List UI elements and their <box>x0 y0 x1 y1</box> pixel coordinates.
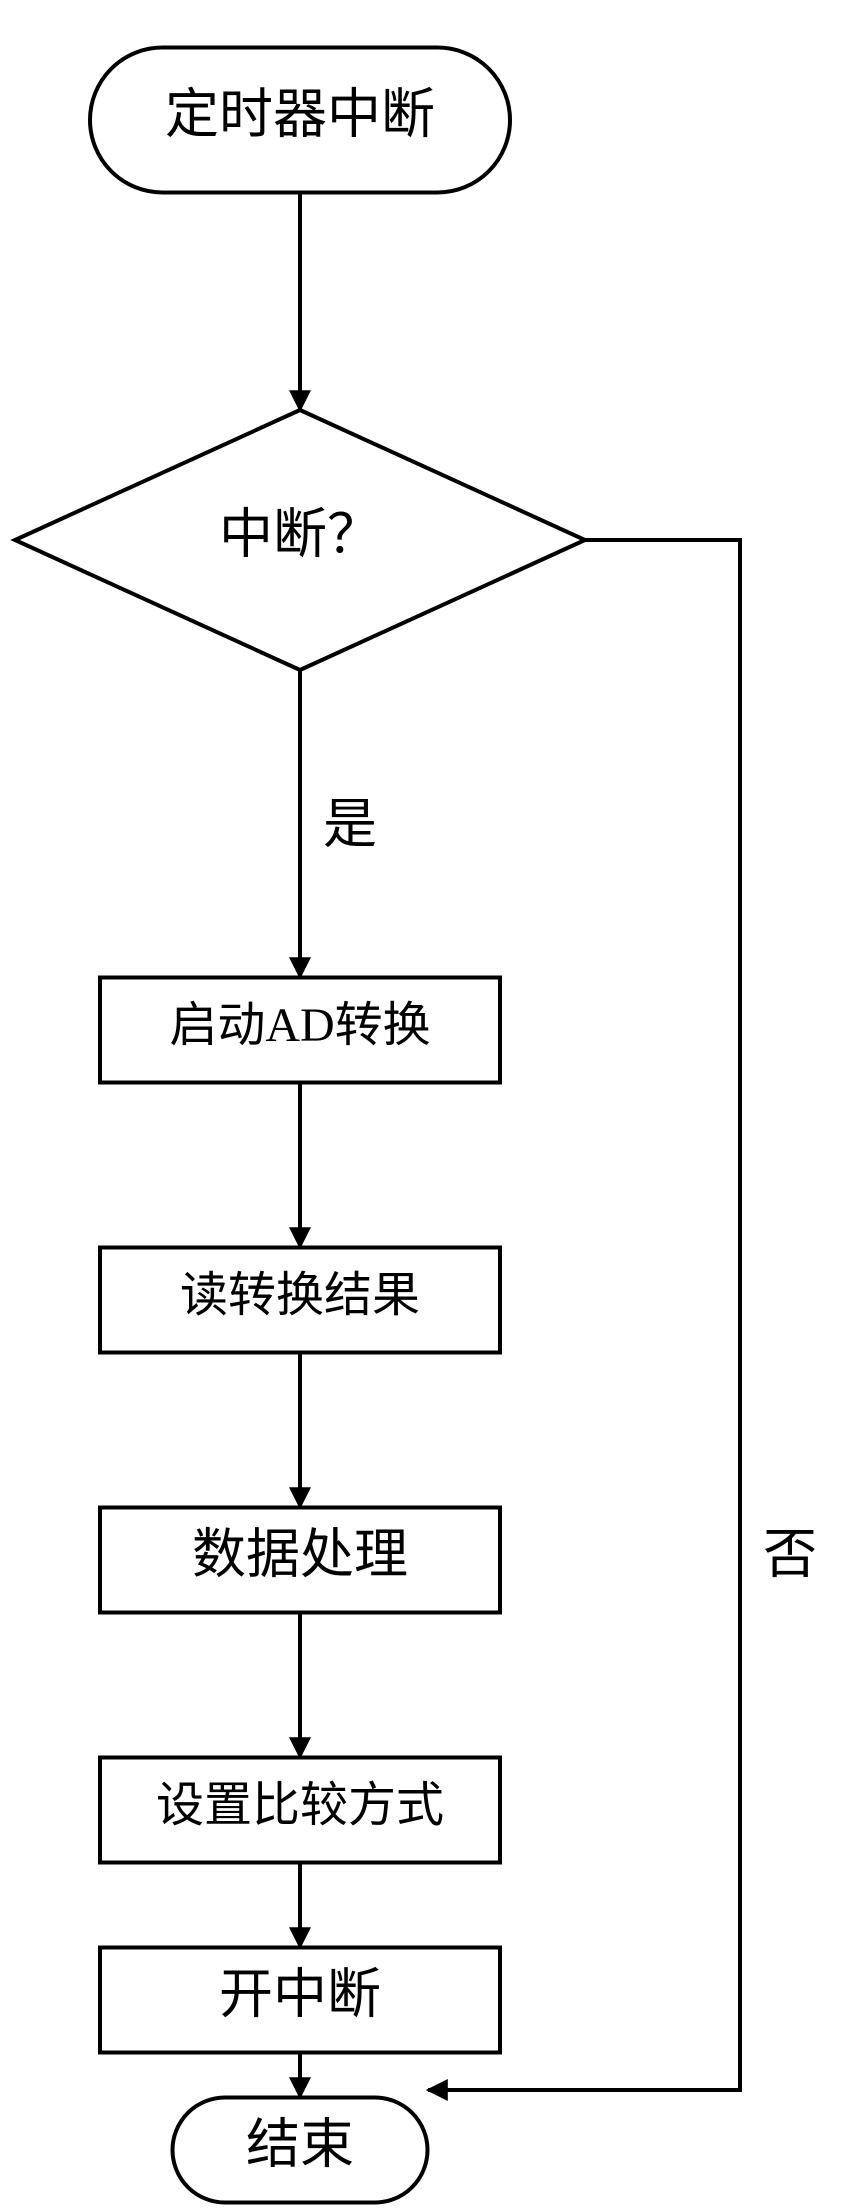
node-p2: 读转换结果 <box>100 1248 500 1353</box>
node-p3-label: 数据处理 <box>192 1524 408 1584</box>
node-end-label: 结束 <box>246 2114 354 2174</box>
edge-label-decision-end: 否 <box>763 1524 817 1584</box>
node-p4-label: 设置比较方式 <box>156 1779 444 1832</box>
node-p3: 数据处理 <box>100 1508 500 1613</box>
node-decision: 中断？ <box>15 410 585 670</box>
node-p4: 设置比较方式 <box>100 1758 500 1863</box>
node-p1-label: 启动AD转换 <box>169 999 430 1052</box>
node-p2-label: 读转换结果 <box>180 1269 420 1322</box>
node-start: 定时器中断 <box>90 48 510 193</box>
node-decision-label: 中断？ <box>219 504 381 564</box>
node-p5-label: 开中断 <box>219 1964 381 2024</box>
node-start-label: 定时器中断 <box>165 84 435 144</box>
node-end: 结束 <box>173 2098 428 2203</box>
edge-label-decision-p1: 是 <box>323 794 377 854</box>
node-p5: 开中断 <box>100 1948 500 2053</box>
flowchart-svg: 是否 定时器中断中断？ 启动AD转换读转换结果数据处理设置比较方式开中断结束 <box>0 0 854 2211</box>
node-p1: 启动AD转换 <box>100 978 500 1083</box>
